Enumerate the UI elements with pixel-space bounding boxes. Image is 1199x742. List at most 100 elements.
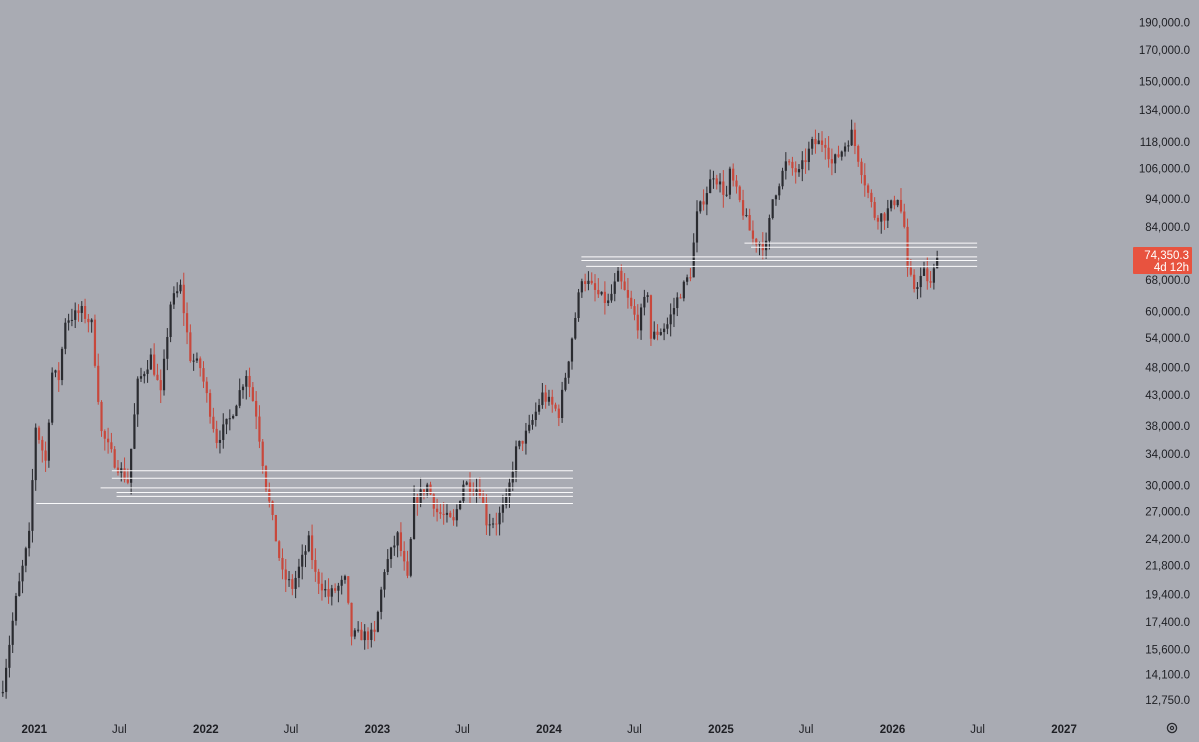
candle-body: [722, 181, 725, 195]
candle-body: [422, 489, 426, 494]
candle-body: [544, 392, 547, 402]
candle-body: [149, 354, 152, 370]
candle-body: [649, 295, 653, 339]
candle-body: [676, 297, 679, 309]
candle-body: [850, 129, 853, 146]
candle-body: [284, 569, 287, 580]
candle-body: [755, 238, 758, 245]
candle-body: [873, 201, 876, 218]
price-tick-label: 12,750.0: [1145, 695, 1190, 707]
candle-body: [106, 438, 110, 443]
candle-body: [370, 629, 373, 640]
candle-body: [126, 479, 129, 483]
candle-body: [728, 168, 732, 195]
candle-body: [208, 393, 212, 417]
candle-body: [264, 466, 268, 490]
candle-body: [11, 620, 14, 645]
candle-body: [87, 318, 90, 323]
price-axis[interactable]: 190,000.0 170,000.0 150,000.0 134,000.0 118,…: [1139, 17, 1190, 707]
candle-body: [182, 284, 185, 314]
candle-body: [327, 588, 330, 597]
candle-body: [343, 576, 347, 580]
candle-body: [827, 147, 830, 160]
candle-body: [639, 307, 643, 331]
candle-body: [702, 201, 705, 205]
price-tick-label: 54,000.0: [1145, 333, 1190, 345]
candle-body: [70, 319, 74, 321]
time-tick-label: 2027: [1051, 724, 1077, 736]
candle-body: [498, 512, 501, 525]
candle-body: [919, 275, 922, 288]
candle-body: [824, 144, 827, 148]
candle-body: [636, 314, 639, 331]
candle-body: [159, 380, 162, 391]
time-axis[interactable]: 2021 Jul 2022 Jul 2023 Jul 2024 Jul 2025 Jul 2026 J…: [22, 724, 1077, 736]
candle-body: [712, 178, 715, 180]
candle-body: [133, 414, 136, 449]
candle-body: [686, 277, 689, 282]
candle-body: [774, 195, 778, 200]
candle-body: [363, 631, 366, 641]
candle-body: [837, 154, 840, 157]
candle-body: [584, 281, 587, 284]
candle-body: [646, 295, 649, 297]
candle-body: [853, 129, 857, 147]
candle-body: [452, 517, 455, 521]
candle-body: [715, 178, 718, 185]
candle-body: [241, 386, 245, 391]
candle-body: [113, 449, 116, 468]
candle-body: [932, 268, 935, 283]
candle-body: [248, 375, 251, 388]
candle-body: [373, 629, 376, 632]
candle-body: [47, 422, 50, 461]
candle-body: [643, 296, 646, 308]
candle-body: [34, 427, 37, 481]
candle-body: [551, 396, 554, 405]
candle-body: [238, 390, 241, 406]
candle-body: [14, 595, 18, 621]
candle-body: [663, 328, 666, 333]
candle-body: [57, 370, 60, 381]
candle-body: [508, 482, 511, 497]
candle-body: [314, 560, 317, 572]
candle-body: [778, 186, 781, 196]
candle-body: [153, 354, 156, 375]
candle-body: [468, 482, 472, 492]
candle-body: [334, 588, 337, 591]
gear-icon[interactable]: [1166, 722, 1178, 734]
candle-body: [626, 289, 630, 298]
candle-body: [24, 548, 27, 566]
candle-body: [116, 467, 120, 473]
candle-body: [291, 579, 294, 589]
candle-body: [232, 416, 235, 419]
candle-body: [100, 401, 103, 432]
candle-body: [587, 280, 590, 284]
candle-body: [409, 538, 412, 576]
candle-body: [439, 512, 442, 514]
candle-body: [672, 308, 676, 315]
candle-body: [620, 270, 623, 282]
candle-body: [630, 297, 633, 307]
candle-body: [330, 588, 333, 597]
time-tick-label: Jul: [455, 724, 470, 736]
candle-body: [185, 313, 189, 333]
candle-body: [903, 211, 906, 227]
candle-body: [37, 427, 41, 440]
candle-body: [666, 324, 669, 329]
price-tick-label: 68,000.0: [1145, 275, 1190, 287]
candle-body: [534, 411, 537, 420]
candle-body: [21, 565, 24, 582]
candle-body: [432, 494, 435, 509]
candle-body: [429, 484, 432, 495]
candle-body: [449, 512, 452, 518]
candle-body: [699, 201, 702, 212]
candle-body: [202, 368, 205, 382]
candle-body: [916, 287, 919, 289]
candle-body: [44, 450, 47, 461]
candle-body: [307, 535, 310, 552]
candle-body: [764, 240, 768, 251]
price-tick-label: 170,000.0: [1139, 45, 1190, 57]
candle-body: [271, 501, 274, 515]
candle-body: [287, 579, 291, 581]
